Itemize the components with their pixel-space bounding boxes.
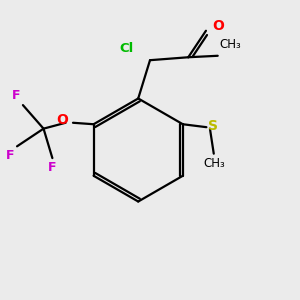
Text: O: O <box>212 19 224 33</box>
Text: S: S <box>208 119 218 133</box>
Text: CH₃: CH₃ <box>219 38 241 51</box>
Text: O: O <box>57 113 69 127</box>
Text: CH₃: CH₃ <box>203 157 225 169</box>
Text: Cl: Cl <box>119 42 134 55</box>
Text: F: F <box>48 161 57 174</box>
Text: F: F <box>6 149 14 162</box>
Text: F: F <box>11 89 20 102</box>
